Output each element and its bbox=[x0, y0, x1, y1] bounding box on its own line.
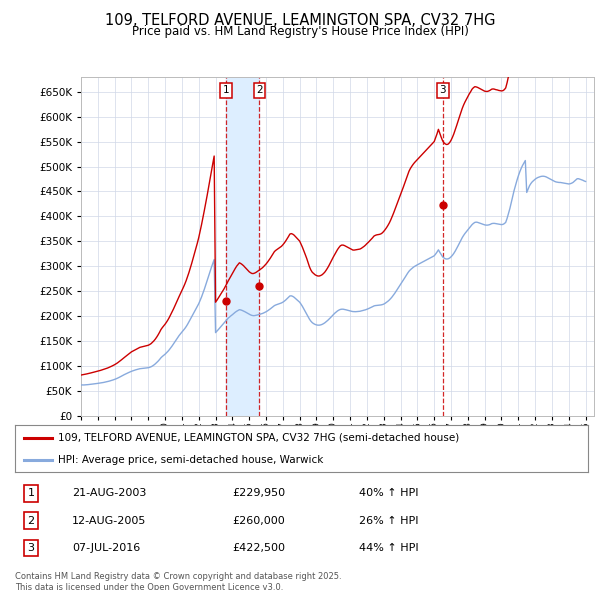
Text: HPI: Average price, semi-detached house, Warwick: HPI: Average price, semi-detached house,… bbox=[58, 455, 323, 465]
Text: 3: 3 bbox=[439, 85, 446, 95]
Text: 3: 3 bbox=[28, 543, 35, 553]
Text: £260,000: £260,000 bbox=[233, 516, 286, 526]
Text: 109, TELFORD AVENUE, LEAMINGTON SPA, CV32 7HG: 109, TELFORD AVENUE, LEAMINGTON SPA, CV3… bbox=[105, 13, 495, 28]
Text: Contains HM Land Registry data © Crown copyright and database right 2025.
This d: Contains HM Land Registry data © Crown c… bbox=[15, 572, 341, 590]
Text: 1: 1 bbox=[223, 85, 230, 95]
Text: Price paid vs. HM Land Registry's House Price Index (HPI): Price paid vs. HM Land Registry's House … bbox=[131, 25, 469, 38]
Text: 07-JUL-2016: 07-JUL-2016 bbox=[73, 543, 140, 553]
Text: 1: 1 bbox=[28, 489, 35, 499]
Text: 12-AUG-2005: 12-AUG-2005 bbox=[73, 516, 146, 526]
Text: 26% ↑ HPI: 26% ↑ HPI bbox=[359, 516, 418, 526]
Text: £229,950: £229,950 bbox=[233, 489, 286, 499]
Text: 40% ↑ HPI: 40% ↑ HPI bbox=[359, 489, 418, 499]
Text: £422,500: £422,500 bbox=[233, 543, 286, 553]
Text: 2: 2 bbox=[256, 85, 263, 95]
Text: 2: 2 bbox=[28, 516, 35, 526]
Text: 44% ↑ HPI: 44% ↑ HPI bbox=[359, 543, 418, 553]
Text: 109, TELFORD AVENUE, LEAMINGTON SPA, CV32 7HG (semi-detached house): 109, TELFORD AVENUE, LEAMINGTON SPA, CV3… bbox=[58, 432, 459, 442]
Text: 21-AUG-2003: 21-AUG-2003 bbox=[73, 489, 146, 499]
Bar bbox=[226, 77, 259, 416]
